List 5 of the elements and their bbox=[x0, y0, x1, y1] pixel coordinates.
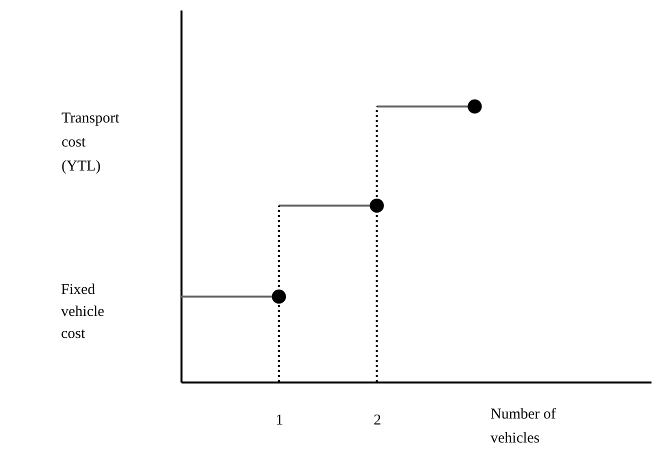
text: Fixed vehicle cost bbox=[61, 282, 105, 342]
x-tick-label: 1 bbox=[276, 412, 284, 428]
x-tick-label: 2 bbox=[374, 412, 382, 428]
x-axis-title: Number of vehicles bbox=[490, 406, 556, 446]
y-axis-title: Transport cost (YTL) bbox=[62, 110, 120, 174]
